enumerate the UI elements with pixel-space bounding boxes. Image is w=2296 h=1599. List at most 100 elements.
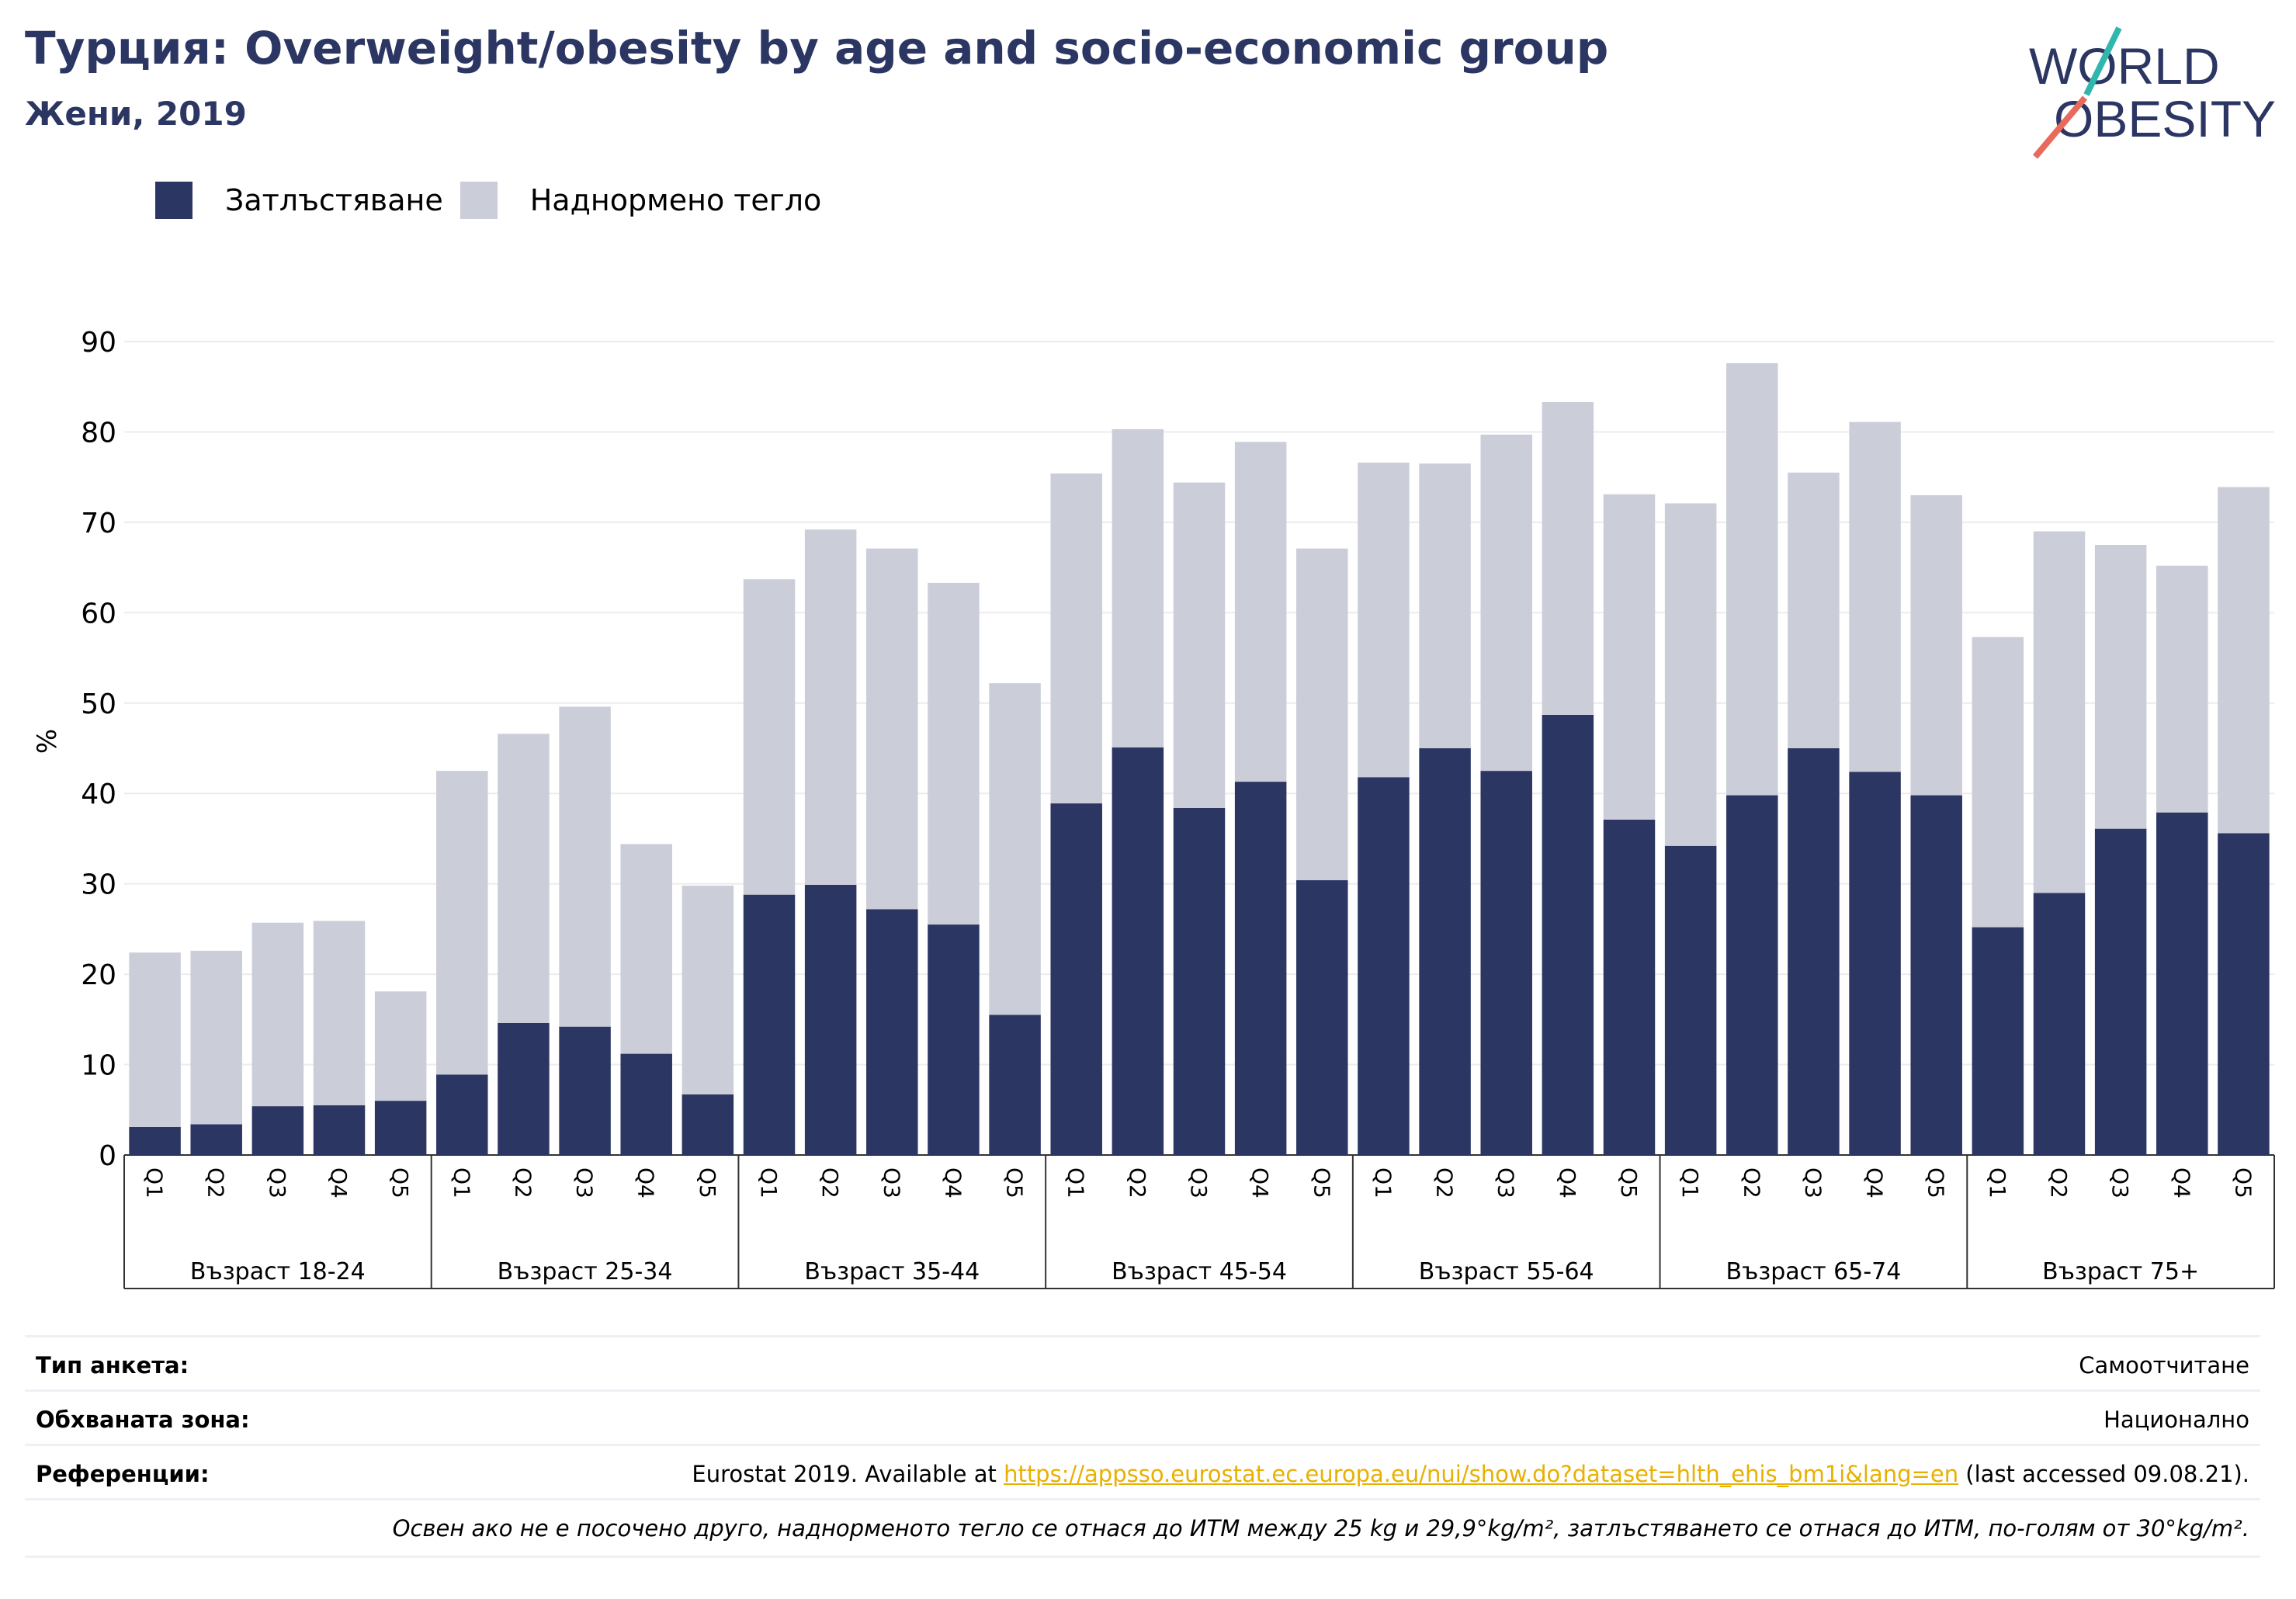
info-bottom-divider	[25, 1556, 2260, 1558]
bar-obesity-22	[1419, 748, 1471, 1155]
x-tick-label-16: Q1	[1063, 1167, 1089, 1198]
bar-overweight-10	[682, 885, 734, 1094]
x-tick-label-35: Q5	[2230, 1167, 2256, 1198]
x-tick-label-27: Q2	[1739, 1167, 1764, 1198]
x-tick-label-15: Q5	[1002, 1167, 1028, 1198]
y-tick-label-60: 60	[81, 598, 116, 630]
bar-overweight-22	[1419, 463, 1471, 748]
bar-obesity-20	[1296, 880, 1348, 1155]
bar-obesity-11	[743, 894, 796, 1155]
bar-overweight-15	[989, 683, 1041, 1015]
y-tick-label-80: 80	[81, 417, 116, 449]
bar-obesity-29	[1849, 772, 1901, 1155]
references-suffix: (last accessed 09.08.21).	[1958, 1461, 2249, 1487]
chart-legend: Затлъстяване Наднормено тегло	[155, 180, 838, 220]
logo-slash-teal	[2083, 26, 2122, 96]
x-tick-label-31: Q1	[1985, 1167, 2010, 1198]
bar-overweight-24	[1542, 402, 1594, 715]
bar-overweight-32	[2033, 531, 2086, 893]
bar-obesity-10	[682, 1094, 734, 1155]
bar-obesity-18	[1173, 807, 1226, 1155]
x-tick-label-8: Q3	[572, 1167, 598, 1198]
bar-overweight-8	[559, 706, 611, 1027]
bar-overweight-27	[1726, 362, 1778, 796]
x-tick-label-17: Q2	[1125, 1167, 1150, 1198]
legend-swatch-obesity	[155, 182, 192, 219]
bar-obesity-13	[866, 909, 918, 1155]
x-tick-label-19: Q4	[1247, 1167, 1273, 1198]
references-label: Референции:	[36, 1461, 210, 1487]
bar-obesity-35	[2218, 833, 2270, 1155]
legend-item-obesity[interactable]: Затлъстяване	[155, 182, 443, 219]
y-tick-label-30: 30	[81, 869, 116, 901]
legend-item-overweight[interactable]: Наднормено тегло	[460, 182, 822, 219]
bar-overweight-1	[129, 952, 181, 1127]
x-tick-label-28: Q3	[1800, 1167, 1826, 1198]
x-tick-label-9: Q4	[633, 1167, 659, 1198]
bar-overweight-19	[1234, 442, 1287, 782]
bar-overweight-30	[1910, 494, 1962, 796]
x-tick-label-4: Q4	[326, 1167, 352, 1198]
x-tick-label-3: Q3	[265, 1167, 290, 1198]
x-tick-label-6: Q1	[449, 1167, 474, 1198]
x-tick-label-26: Q1	[1677, 1167, 1703, 1198]
group-label-1: Възраст 18-24	[190, 1258, 366, 1285]
bar-obesity-2	[190, 1124, 242, 1155]
x-tick-label-7: Q2	[510, 1167, 536, 1198]
x-tick-label-34: Q4	[2169, 1167, 2194, 1198]
bar-overweight-31	[1972, 636, 2024, 928]
x-tick-label-13: Q3	[879, 1167, 904, 1198]
x-tick-label-21: Q1	[1370, 1167, 1396, 1198]
bars	[129, 362, 2270, 1155]
x-tick-label-33: Q3	[2107, 1167, 2133, 1198]
x-tick-label-18: Q3	[1186, 1167, 1212, 1198]
bar-overweight-13	[866, 548, 918, 910]
y-tick-label-50: 50	[81, 689, 116, 720]
bar-obesity-21	[1358, 777, 1410, 1155]
group-label-6: Възраст 65-74	[1726, 1258, 1902, 1285]
bar-overweight-18	[1173, 482, 1226, 808]
legend-swatch-overweight	[460, 182, 498, 219]
bar-overweight-9	[620, 844, 672, 1054]
bar-obesity-12	[804, 884, 857, 1155]
bar-obesity-23	[1480, 771, 1532, 1155]
bar-obesity-19	[1234, 782, 1287, 1155]
references-prefix: Eurostat 2019. Available at	[692, 1461, 1004, 1487]
bar-overweight-4	[313, 921, 366, 1105]
bar-overweight-6	[436, 771, 488, 1075]
bar-obesity-31	[1972, 927, 2024, 1155]
bar-obesity-26	[1664, 845, 1717, 1155]
x-tick-label-1: Q1	[142, 1167, 168, 1198]
legend-label-overweight: Наднормено тегло	[529, 183, 822, 217]
bar-overweight-29	[1849, 421, 1901, 772]
x-tick-label-14: Q4	[940, 1167, 966, 1198]
bar-overweight-7	[498, 734, 550, 1023]
y-tick-label-90: 90	[81, 327, 116, 359]
bar-obesity-9	[620, 1053, 672, 1155]
x-tick-label-11: Q1	[756, 1167, 782, 1198]
bar-obesity-28	[1788, 748, 1840, 1155]
bar-obesity-14	[928, 924, 980, 1155]
bar-obesity-3	[251, 1106, 304, 1155]
x-tick-label-23: Q3	[1493, 1167, 1519, 1198]
coverage-label: Обхваната зона:	[36, 1406, 250, 1433]
bar-obesity-5	[374, 1101, 427, 1155]
x-tick-label-20: Q5	[1309, 1167, 1334, 1198]
bar-overweight-17	[1112, 428, 1164, 747]
world-obesity-logo: WORLD OBESITY	[2029, 26, 2276, 159]
bar-overweight-26	[1664, 503, 1717, 846]
bar-overweight-12	[804, 529, 857, 885]
bar-obesity-27	[1726, 795, 1778, 1155]
x-tick-label-29: Q4	[1862, 1167, 1888, 1198]
references-link[interactable]: https://appsso.eurostat.ec.europa.eu/nui…	[1004, 1461, 1959, 1487]
definition-note: Освен ако не е посочено друго, наднормен…	[392, 1515, 2249, 1542]
bar-overweight-20	[1296, 548, 1348, 881]
y-tick-label-70: 70	[81, 508, 116, 539]
info-row-survey-type: Тип анкета: Самоотчитане	[25, 1335, 2260, 1389]
bar-overweight-28	[1788, 472, 1840, 748]
bar-obesity-24	[1542, 714, 1594, 1155]
bar-obesity-15	[989, 1015, 1041, 1155]
group-label-7: Възраст 75+	[2042, 1258, 2199, 1285]
coverage-value: Национално	[2104, 1406, 2249, 1433]
bar-overweight-21	[1358, 463, 1410, 778]
